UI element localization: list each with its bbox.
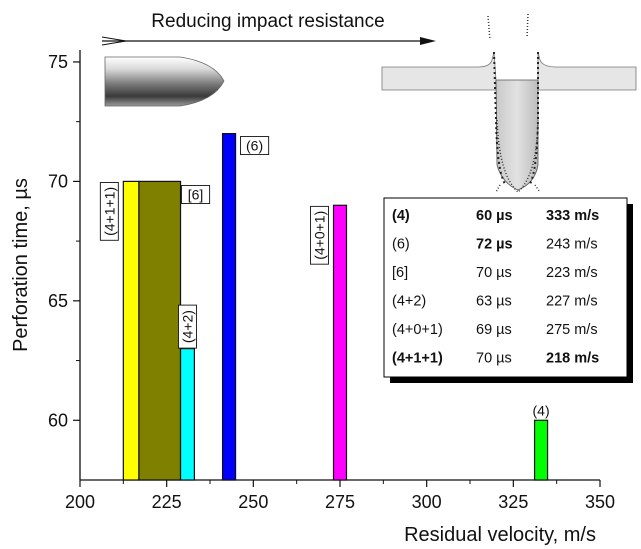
table-cell: 223 m/s	[546, 265, 598, 281]
x-axis-ticks: 200 225 250 275 300 325 350	[65, 480, 615, 512]
bar-6	[138, 180, 182, 481]
projectile-illustration	[104, 56, 225, 107]
label-4-1-1: (4+1+1)	[99, 182, 119, 241]
table-cell: 243 m/s	[546, 237, 598, 253]
x-tick-label: 225	[152, 492, 182, 512]
label-6-bracket-box	[180, 185, 211, 204]
x-tick-label: 325	[498, 492, 528, 512]
label-4-text: (4)	[533, 402, 550, 418]
table-cell: 60 µs	[476, 208, 513, 224]
table-cell: 275 m/s	[546, 322, 598, 338]
table-cell: 69 µs	[476, 322, 512, 338]
table-cell: (6)	[392, 237, 410, 253]
bar-4-0-1	[332, 204, 348, 481]
y-tick-label: 65	[48, 291, 68, 311]
label-4-0-1-box	[310, 205, 329, 265]
table-rows: (4) 60 µs 333 m/s (6) 72 µs 243 m/s [6] 70 µs 22…	[392, 208, 599, 367]
table-cell: 333 m/s	[546, 208, 599, 224]
table-cell: [6]	[392, 265, 408, 281]
bars	[122, 133, 549, 481]
table-cell: 227 m/s	[546, 294, 598, 310]
table-cell: (4)	[392, 208, 410, 224]
label-4-2: (4+2)	[178, 304, 197, 349]
label-6-text: (6)	[246, 138, 263, 154]
label-4-2-box	[178, 304, 197, 349]
x-tick-label: 200	[65, 492, 95, 512]
table-cell: (4+0+1)	[392, 322, 443, 338]
table-cell: 70 µs	[476, 351, 512, 367]
y-tick-label: 75	[48, 52, 68, 72]
label-6-box	[240, 136, 270, 156]
y-axis-ticks: 60 65 70 75	[48, 52, 80, 430]
perforated-plate-illustration	[381, 13, 637, 194]
label-4-0-1: (4+0+1)	[310, 205, 329, 265]
table-cell: 218 m/s	[546, 351, 599, 367]
label-4-0-1-text: (4+0+1)	[312, 211, 328, 260]
label-4-1-1-text: (4+1+1)	[101, 187, 117, 236]
x-tick-label: 300	[412, 492, 442, 512]
label-6-bracket-text: [6]	[188, 187, 204, 203]
table-box	[383, 197, 628, 378]
annotation-text: Reducing impact resistance	[151, 11, 384, 32]
label-4-1-1-box	[99, 182, 119, 241]
x-tick-label: 250	[238, 492, 268, 512]
label-4: (4)	[533, 402, 550, 418]
table-cell: (4+1+1)	[392, 351, 443, 367]
bar-4-2	[179, 348, 196, 481]
x-axis-label: Residual velocity, m/s	[404, 524, 596, 546]
y-axis-label: Perforation time, µs	[10, 178, 32, 352]
bar-labels: (4+1+1) [6] (4+2) (6) (4+0+1) (4)	[99, 136, 550, 418]
y-tick-label: 70	[48, 171, 68, 191]
table-cell: 70 µs	[476, 265, 512, 281]
bar-6	[221, 133, 237, 481]
x-tick-label: 275	[325, 492, 355, 512]
summary-table: (4) 60 µs 333 m/s (6) 72 µs 243 m/s [6] 70 µs 22…	[383, 197, 633, 383]
annotation-arrow-head	[420, 37, 436, 45]
annotation-arrow-tail	[101, 36, 127, 46]
table-cell: 72 µs	[476, 237, 513, 253]
x-tick-label: 350	[585, 492, 615, 512]
impact-resistance-annotation: Reducing impact resistance	[101, 11, 436, 46]
table-cell: 63 µs	[476, 294, 512, 310]
bar-4-1-1	[122, 180, 140, 481]
label-4-2-text: (4+2)	[179, 310, 195, 343]
bar-4	[533, 419, 549, 481]
y-tick-label: 60	[48, 410, 68, 430]
label-6: (6)	[240, 136, 270, 156]
table-cell: (4+2)	[392, 294, 426, 310]
label-6-bracket: [6]	[180, 185, 211, 204]
